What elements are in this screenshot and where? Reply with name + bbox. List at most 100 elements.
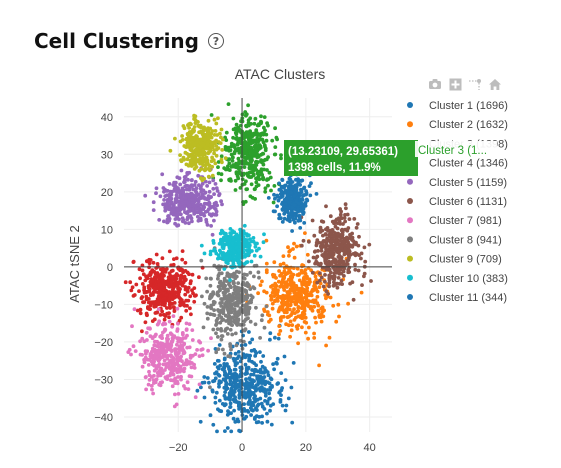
data-point: [255, 374, 259, 379]
tooltip-coords: (13.23109, 29.65361): [288, 146, 398, 158]
data-point: [194, 186, 199, 191]
data-point: [258, 350, 262, 354]
data-point: [197, 382, 202, 387]
data-point: [209, 336, 213, 341]
data-point: [146, 289, 151, 294]
data-point: [236, 125, 241, 130]
data-point: [183, 292, 188, 297]
data-point: [301, 316, 306, 320]
data-point: [326, 292, 330, 296]
zoom-box-icon[interactable]: [448, 77, 462, 91]
legend-item[interactable]: Cluster 8 (941): [407, 234, 502, 246]
data-point: [286, 396, 291, 401]
data-point: [172, 187, 177, 192]
series-cluster-4: [123, 249, 205, 334]
data-point: [279, 271, 284, 276]
data-point: [150, 362, 155, 367]
series-cluster-9: [168, 113, 228, 183]
data-point: [209, 224, 214, 228]
data-point: [342, 274, 346, 278]
data-point: [348, 252, 353, 257]
data-point: [319, 275, 324, 280]
data-point: [263, 148, 268, 153]
legend-item[interactable]: Cluster 7 (981): [407, 215, 502, 227]
data-point: [359, 290, 364, 295]
data-point: [265, 310, 270, 314]
data-point: [214, 323, 218, 327]
data-point: [263, 186, 268, 191]
legend-item[interactable]: Cluster 11 (344): [407, 292, 507, 304]
data-point: [248, 270, 253, 275]
data-point: [175, 370, 180, 375]
data-point: [212, 313, 217, 317]
data-point: [226, 102, 231, 106]
data-point: [212, 201, 217, 206]
data-point: [187, 122, 191, 126]
data-point: [214, 350, 219, 355]
data-point: [190, 288, 194, 293]
legend-marker: [407, 255, 413, 262]
data-point: [195, 139, 199, 144]
legend-item[interactable]: Cluster 4 (1346): [407, 158, 508, 170]
data-point: [288, 219, 292, 224]
series-cluster-6: [299, 202, 373, 302]
data-point: [202, 395, 207, 400]
data-point: [263, 128, 267, 133]
data-point: [176, 375, 180, 379]
help-icon[interactable]: ?: [208, 33, 224, 49]
legend-item[interactable]: Cluster 5 (1159): [407, 177, 507, 189]
data-point: [151, 378, 156, 383]
data-point: [261, 140, 266, 145]
legend-item[interactable]: Cluster 1 (1696): [407, 100, 508, 112]
legend-item[interactable]: Cluster 9 (709): [407, 254, 502, 266]
legend-item[interactable]: Cluster 2 (1632): [407, 119, 508, 131]
data-point: [131, 294, 136, 298]
data-point: [173, 361, 178, 366]
data-point: [131, 344, 136, 349]
home-icon[interactable]: [488, 77, 502, 91]
data-point: [145, 313, 149, 318]
data-point: [227, 240, 232, 244]
data-point: [321, 233, 325, 238]
data-point: [256, 420, 261, 424]
data-point: [170, 287, 175, 292]
data-point: [284, 403, 289, 408]
data-point: [208, 296, 212, 301]
legend-item[interactable]: Cluster 6 (1131): [407, 196, 507, 208]
camera-icon[interactable]: [428, 77, 442, 91]
data-point: [272, 192, 276, 197]
data-point: [198, 202, 203, 207]
data-point: [223, 363, 228, 368]
legend-item[interactable]: Cluster 10 (383): [407, 273, 508, 285]
data-point: [220, 160, 224, 165]
data-point: [216, 359, 221, 363]
data-point: [167, 249, 172, 254]
data-point: [280, 298, 285, 303]
data-point: [292, 203, 297, 208]
data-point: [187, 221, 191, 226]
data-point: [214, 153, 219, 158]
data-point: [277, 181, 282, 186]
data-point: [234, 132, 239, 137]
data-point: [197, 275, 201, 280]
data-point: [205, 376, 210, 380]
data-point: [322, 308, 326, 313]
y-tick-label: 20: [101, 187, 113, 199]
data-point: [305, 301, 310, 306]
data-point: [214, 138, 219, 143]
data-point: [173, 136, 177, 141]
data-point: [253, 116, 258, 121]
data-point: [137, 267, 142, 272]
data-point: [345, 244, 350, 249]
data-point: [243, 372, 248, 376]
tooltip-series-name: Cluster 3 (1...: [418, 145, 487, 157]
data-point: [219, 172, 224, 177]
data-point: [258, 336, 262, 340]
data-point: [231, 261, 236, 266]
series-cluster-3: [209, 102, 283, 207]
data-point: [207, 201, 212, 206]
data-point: [208, 385, 212, 390]
spike-lines-icon[interactable]: [468, 77, 482, 91]
data-point: [296, 177, 300, 182]
